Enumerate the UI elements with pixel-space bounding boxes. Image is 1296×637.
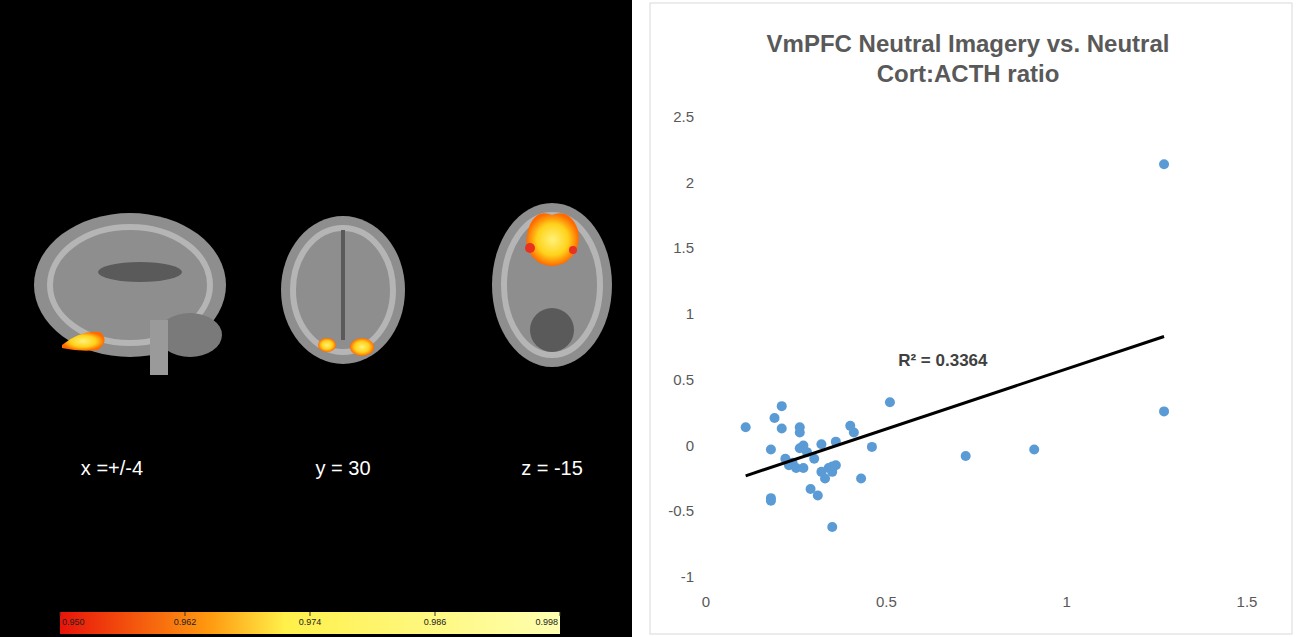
brainstem: [150, 320, 168, 375]
scatter-point: [766, 445, 776, 455]
y-tick: [702, 248, 705, 249]
title-line: Cort:ACTH ratio: [877, 60, 1060, 87]
slice-label: z = -15: [521, 457, 583, 479]
scatter-point: [741, 422, 751, 432]
x-tick-label: 1.5: [1237, 593, 1258, 610]
scatter-point: [798, 463, 808, 473]
y-tick-label: -0.5: [668, 502, 694, 519]
colorbar-tick-label: 0.986: [424, 617, 447, 627]
y-tick: [702, 577, 705, 578]
activation-blob: [62, 332, 105, 351]
sagittal-slice: [34, 213, 226, 375]
activation-blob: [350, 338, 374, 356]
x-tick-label: 0.5: [876, 593, 897, 610]
scatter-point: [795, 427, 805, 437]
y-tick-label: 2.5: [673, 108, 694, 125]
brain-outline: [492, 203, 612, 367]
chart-title: VmPFC Neutral Imagery vs. Neutral Cort:AC…: [767, 30, 1170, 87]
x-tick-label: 0: [702, 593, 710, 610]
corpus-callosum: [98, 262, 182, 282]
scatter-point: [777, 423, 787, 433]
colorbar-tick: [185, 612, 186, 616]
brain-background: [0, 0, 632, 637]
midbrain: [530, 308, 574, 352]
y-tick-label: 1: [686, 305, 694, 322]
scatter-point: [831, 460, 841, 470]
scatter-point: [1159, 406, 1169, 416]
title-line: VmPFC Neutral Imagery vs. Neutral: [767, 30, 1170, 57]
colorbar: [60, 612, 560, 634]
activation-peak: [569, 246, 577, 254]
colorbar-tick-label: 0.950: [62, 617, 85, 627]
scatter-point: [885, 397, 895, 407]
y-tick-label: 1.5: [673, 239, 694, 256]
trendline: [746, 336, 1164, 475]
scatter-point: [856, 473, 866, 483]
chart-area: [650, 3, 1292, 634]
scatter-point: [849, 427, 859, 437]
slice-label: y = 30: [315, 457, 370, 479]
scatter-point: [1029, 445, 1039, 455]
brain-outline: [34, 213, 226, 357]
activation-blob: [318, 338, 336, 352]
scatter-point: [961, 451, 971, 461]
x-tick: [1247, 578, 1248, 580]
x-tick: [1066, 578, 1067, 580]
x-tick: [886, 578, 887, 580]
scatter-point: [770, 413, 780, 423]
colorbar-tick-label: 0.974: [299, 617, 322, 627]
plot-area: [741, 159, 1169, 532]
y-tick-label: 2: [686, 174, 694, 191]
colorbar-tick: [435, 612, 436, 616]
coronal-slice: [281, 216, 405, 364]
colorbar-tick: [310, 612, 311, 616]
y-tick-label: 0.5: [673, 371, 694, 388]
scatter-point: [867, 442, 877, 452]
scatter-point: [813, 491, 823, 501]
axial-slice: [492, 203, 612, 367]
scatter-point: [766, 496, 776, 506]
x-tick-label: 1: [1062, 593, 1070, 610]
y-tick: [702, 445, 705, 446]
scatter-point: [777, 401, 787, 411]
activation-blob: [526, 213, 578, 266]
y-tick-label: -1: [681, 568, 694, 585]
scatter-point: [1159, 159, 1169, 169]
y-tick: [702, 182, 705, 183]
y-tick-label: 0: [686, 437, 694, 454]
slice-label: x =+/-4: [81, 457, 143, 479]
scatter-point: [816, 439, 826, 449]
y-tick: [702, 314, 705, 315]
cortex-fold: [293, 228, 393, 352]
colorbar-tick: [60, 612, 61, 616]
y-tick: [702, 379, 705, 380]
annotation: R² = 0.3364: [898, 351, 988, 370]
colorbar-tick-label: 0.998: [535, 617, 558, 627]
x-tick: [706, 578, 707, 580]
brain-outline: [281, 216, 405, 364]
midline: [341, 230, 345, 340]
scatter-point: [827, 522, 837, 532]
colorbar-tick: [560, 612, 561, 616]
y-tick: [702, 117, 705, 118]
activation-peak: [525, 243, 535, 253]
page: x =+/-4 y = 30 z = -15 0.950 0.962 0.974 0.986…: [0, 0, 1296, 637]
colorbar-tick-label: 0.962: [174, 617, 197, 627]
y-tick: [702, 511, 705, 512]
